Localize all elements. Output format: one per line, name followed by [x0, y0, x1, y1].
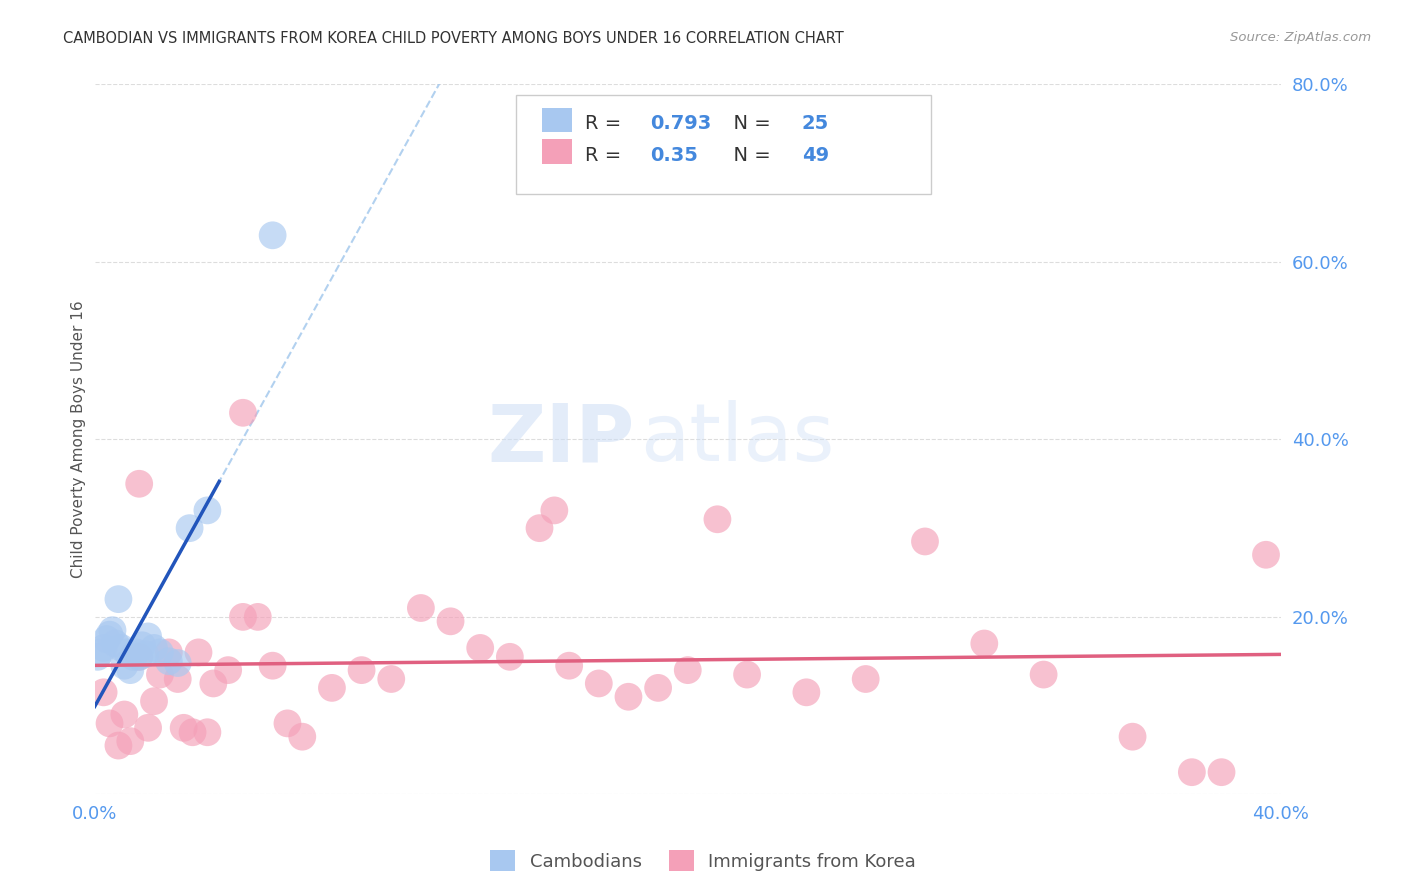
Point [1211, 765, 1233, 780]
Point [131, 638, 153, 652]
Point [558, 658, 581, 673]
Point [86, 649, 108, 664]
Point [439, 615, 461, 629]
Text: N =: N = [721, 146, 778, 165]
Point [217, 663, 239, 677]
Point [112, 707, 135, 722]
Text: atlas: atlas [640, 401, 835, 478]
Point [202, 676, 225, 690]
Point [676, 663, 699, 677]
Text: Source: ZipAtlas.com: Source: ZipAtlas.com [1230, 31, 1371, 45]
Point [112, 658, 135, 673]
Point [173, 721, 195, 735]
FancyBboxPatch shape [541, 139, 571, 164]
Point [1181, 765, 1204, 780]
Point [1254, 548, 1277, 562]
Point [128, 476, 150, 491]
Point [291, 730, 314, 744]
Point [409, 601, 432, 615]
Point [543, 503, 565, 517]
Point [120, 663, 142, 677]
Point [96, 632, 118, 646]
Point [706, 512, 728, 526]
Point [232, 406, 254, 420]
Point [499, 649, 522, 664]
Point [197, 503, 219, 517]
Point [104, 636, 127, 650]
Point [187, 645, 209, 659]
Point [93, 640, 115, 655]
Point [470, 640, 492, 655]
Legend: R = 0.793   N = 25, R = 0.35   N = 49: R = 0.793 N = 25, R = 0.35 N = 49 [659, 108, 915, 190]
Point [588, 676, 610, 690]
Point [179, 521, 201, 535]
Point [98, 627, 121, 641]
Point [134, 647, 156, 661]
Point [90, 645, 112, 659]
Point [136, 721, 159, 735]
Point [1122, 730, 1144, 744]
Point [181, 725, 204, 739]
Point [101, 623, 124, 637]
Point [136, 629, 159, 643]
Point [98, 716, 121, 731]
Text: 0.35: 0.35 [650, 146, 697, 165]
Point [262, 228, 284, 243]
Point [107, 592, 129, 607]
Text: R =: R = [585, 114, 627, 133]
Point [262, 658, 284, 673]
Point [735, 667, 758, 681]
Text: 49: 49 [801, 146, 828, 165]
Point [973, 636, 995, 650]
Text: 25: 25 [801, 114, 830, 133]
Point [107, 739, 129, 753]
Point [246, 610, 269, 624]
Point [166, 656, 188, 670]
Text: 0.793: 0.793 [650, 114, 711, 133]
Point [157, 654, 180, 668]
Point [143, 694, 166, 708]
Point [617, 690, 640, 704]
Text: CAMBODIAN VS IMMIGRANTS FROM KOREA CHILD POVERTY AMONG BOYS UNDER 16 CORRELATION: CAMBODIAN VS IMMIGRANTS FROM KOREA CHILD… [63, 31, 844, 46]
Point [914, 534, 936, 549]
Point [1032, 667, 1054, 681]
Legend: Cambodians, Immigrants from Korea: Cambodians, Immigrants from Korea [482, 843, 924, 879]
Point [529, 521, 551, 535]
Text: ZIP: ZIP [486, 401, 634, 478]
Point [125, 645, 148, 659]
Point [128, 649, 150, 664]
FancyBboxPatch shape [541, 108, 571, 132]
Point [197, 725, 219, 739]
Text: N =: N = [721, 114, 778, 133]
Point [128, 649, 150, 664]
Point [122, 649, 145, 664]
Point [855, 672, 877, 686]
Point [143, 640, 166, 655]
Point [166, 672, 188, 686]
Point [157, 645, 180, 659]
Point [120, 734, 142, 748]
Point [321, 681, 343, 695]
Y-axis label: Child Poverty Among Boys Under 16: Child Poverty Among Boys Under 16 [72, 301, 86, 578]
Point [232, 610, 254, 624]
Point [149, 667, 172, 681]
Point [380, 672, 402, 686]
Point [110, 640, 132, 655]
Text: R =: R = [585, 146, 627, 165]
Point [796, 685, 818, 699]
Point [350, 663, 373, 677]
Point [93, 685, 115, 699]
Point [117, 645, 139, 659]
FancyBboxPatch shape [516, 95, 931, 194]
Point [276, 716, 298, 731]
Point [149, 645, 172, 659]
Point [647, 681, 669, 695]
